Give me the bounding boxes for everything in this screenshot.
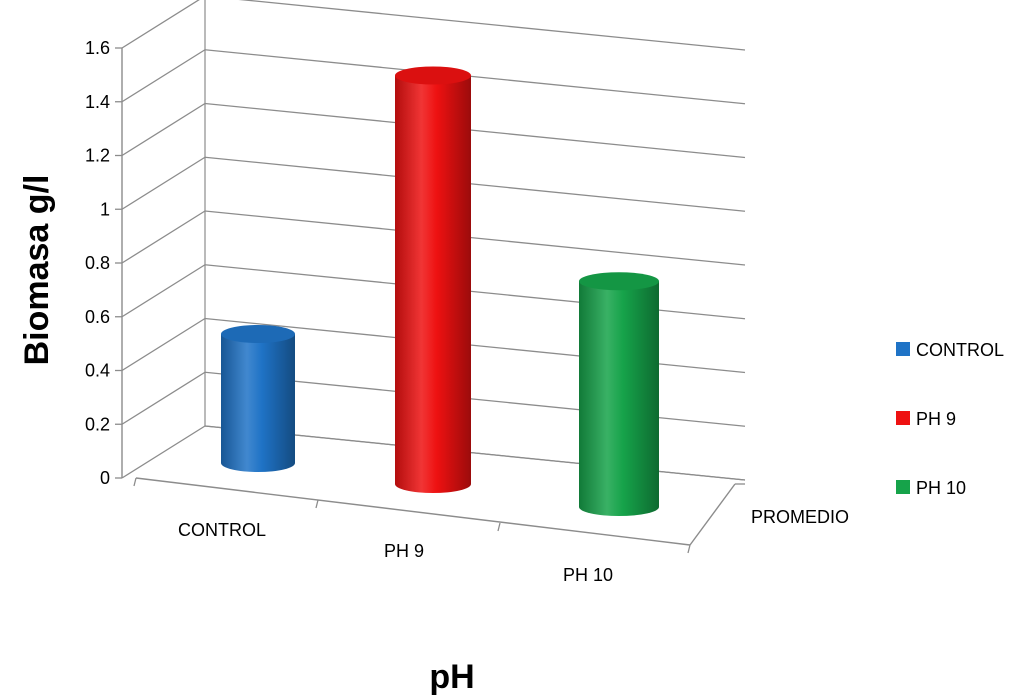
gridline <box>121 264 746 320</box>
x-axis: CONTROL PH 9 PH 10 PROMEDIO <box>133 477 849 585</box>
gridline <box>121 210 746 266</box>
bar-ph-9 <box>395 66 471 493</box>
depth-axis-line <box>689 483 736 546</box>
legend: CONTROL PH 9 PH 10 <box>896 340 1004 498</box>
gridline <box>121 425 746 481</box>
bars <box>221 66 659 516</box>
x-tick-mark <box>133 477 137 487</box>
depth-category-label: PROMEDIO <box>751 507 849 527</box>
gridline <box>121 102 746 159</box>
y-tick-label: 0.4 <box>85 361 110 381</box>
y-tick-label: 1.6 <box>85 38 110 58</box>
legend-swatch <box>896 480 910 494</box>
x-tick-mark <box>687 544 691 554</box>
legend-label: CONTROL <box>916 340 1004 360</box>
x-tick-label: PH 9 <box>384 541 424 561</box>
x-axis-line <box>135 477 691 546</box>
bar-top <box>395 66 471 85</box>
x-tick-mark <box>497 522 501 532</box>
y-tick-label: 1 <box>100 199 110 219</box>
bar-top <box>221 325 295 343</box>
y-tick-label: 1.2 <box>85 146 110 166</box>
legend-swatch <box>896 342 910 356</box>
y-tick-label: 0.6 <box>85 307 110 327</box>
y-tick-label: 0 <box>100 468 110 488</box>
y-tick-label: 0.2 <box>85 414 110 434</box>
x-tick-mark <box>315 499 319 509</box>
x-tick-label: PH 10 <box>563 565 613 585</box>
bar-top <box>579 272 659 291</box>
bar-body <box>221 334 295 472</box>
gridlines <box>121 0 746 481</box>
y-tick-label: 0.8 <box>85 253 110 273</box>
legend-label: PH 10 <box>916 478 966 498</box>
gridline <box>121 156 746 212</box>
legend-swatch <box>896 411 910 425</box>
y-tick-label: 1.4 <box>85 92 110 112</box>
bar-body <box>395 75 471 493</box>
gridline <box>121 0 746 51</box>
y-axis-ticks: 0 0.2 0.4 0.6 0.8 1 1.2 1.4 1.6 <box>85 38 122 488</box>
legend-label: PH 9 <box>916 409 956 429</box>
gridline <box>121 49 746 105</box>
x-tick-label: CONTROL <box>178 520 266 540</box>
x-axis-title: pH <box>429 658 474 695</box>
bar-body <box>579 281 659 516</box>
bar-control <box>221 325 295 472</box>
gridline <box>121 371 746 427</box>
bar-ph-10 <box>579 272 659 516</box>
gridline <box>121 317 746 374</box>
y-axis-title: Biomasa g/l <box>18 175 56 366</box>
